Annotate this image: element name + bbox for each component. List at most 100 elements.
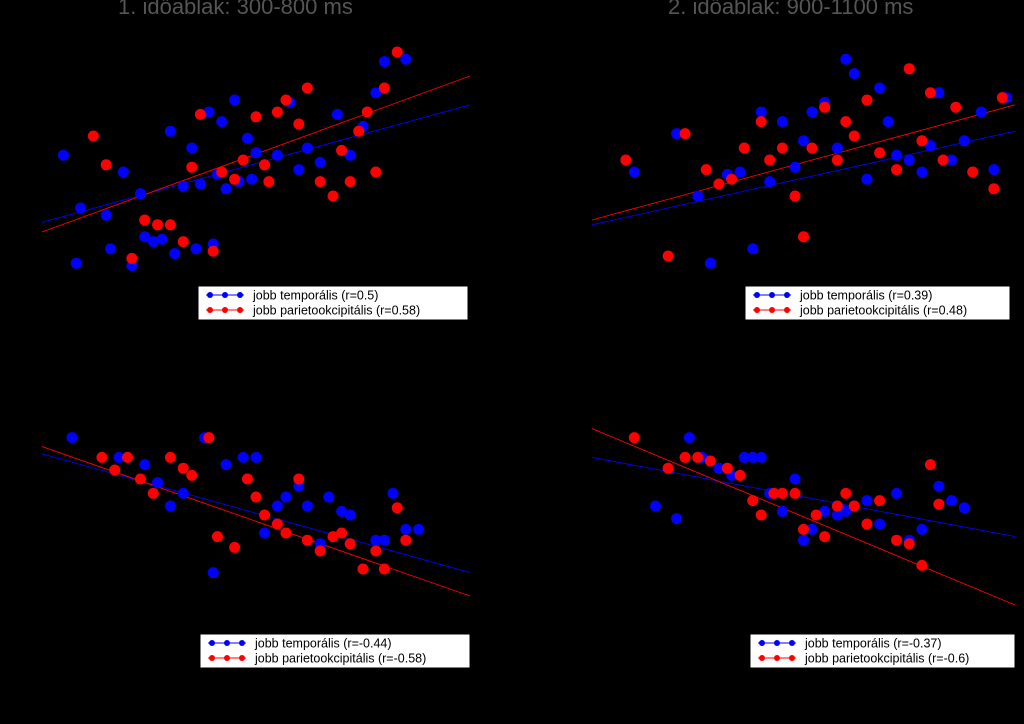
data-point [861,94,873,106]
legend-marker [207,307,213,313]
data-point [237,154,249,166]
data-point [336,505,348,517]
data-point [250,491,262,503]
trend-line [591,428,1016,606]
legend: jobb temporális (r=0.39)jobb parietookci… [744,285,1011,321]
legend-marker [789,640,795,646]
legend-marker [774,640,780,646]
trend-line [591,456,1016,538]
data-point [755,106,767,118]
data-point [370,534,382,546]
data-point [113,451,125,463]
data-point [216,166,228,178]
scatter-panel-4: jobb temporális (r=-0.37)jobb parietookc… [591,428,1016,669]
data-point [164,451,176,463]
data-point [186,142,198,154]
data-point [293,118,305,130]
legend: jobb temporális (r=0.5)jobb parietookcip… [197,285,469,321]
legend-box [749,633,1016,669]
data-point [301,500,313,512]
data-point [946,495,958,507]
trend-line [41,446,471,597]
data-point [194,178,206,190]
data-point [747,495,759,507]
data-point [819,531,831,543]
data-point [327,190,339,202]
data-point [924,87,936,99]
data-point [75,202,87,214]
data-point [156,233,168,245]
data-point [327,531,339,543]
data-point [134,188,146,200]
data-point [958,502,970,514]
legend-marker [754,292,760,298]
data-point [263,176,275,188]
data-point [903,154,915,166]
data-point [649,500,661,512]
data-point [747,451,759,463]
data-point [177,487,189,499]
data-point [662,250,674,262]
data-point [916,559,928,571]
data-point [117,166,129,178]
data-point [220,183,232,195]
data-point [861,495,873,507]
data-point [203,106,215,118]
data-point [169,248,181,260]
data-point [747,243,759,255]
data-point [950,101,962,113]
data-point [241,132,253,144]
data-point [768,487,780,499]
data-point [361,106,373,118]
data-point [250,147,262,159]
data-point [831,154,843,166]
data-point [259,159,271,171]
data-point [798,231,809,243]
data-point [314,156,326,168]
legend-marker [759,640,765,646]
data-point [293,473,305,485]
data-point [164,219,176,231]
data-point [177,236,189,248]
data-point [241,473,253,485]
data-point [861,518,873,530]
legend-marker [224,655,230,661]
data-point [903,538,915,550]
data-point [764,154,776,166]
legend-marker [769,307,775,313]
data-point [734,469,746,481]
legend-label: jobb parietookcipitális (r=0.58) [252,304,420,318]
legend: jobb temporális (r=-0.44)jobb parietookc… [199,633,471,669]
data-point [314,176,326,188]
data-point [806,142,818,154]
data-point [738,451,750,463]
legend-marker [769,292,775,298]
data-point [692,190,704,202]
data-point [109,464,121,476]
data-point [370,87,382,99]
data-point [891,487,903,499]
data-point [280,94,292,106]
trend-line [591,104,1016,221]
data-point [798,135,809,147]
legend-marker [237,292,243,298]
legend-marker [224,640,230,646]
data-point [789,190,801,202]
data-point [259,527,271,539]
data-point [874,147,886,159]
legend-label: jobb temporális (r=0.39) [799,289,932,303]
data-point [671,128,683,140]
data-point [147,236,159,248]
legend-label: jobb temporális (r=-0.44) [254,637,392,651]
data-point [344,509,356,521]
data-point [738,142,750,154]
data-point [810,509,822,521]
data-point [806,106,818,118]
scatter-panel-2: jobb temporális (r=0.39)jobb parietookci… [591,53,1016,321]
data-point [840,487,852,499]
data-point [755,509,767,521]
data-point [357,563,369,575]
data-point [891,149,903,161]
trend-line [41,104,471,223]
data-point [336,527,348,539]
